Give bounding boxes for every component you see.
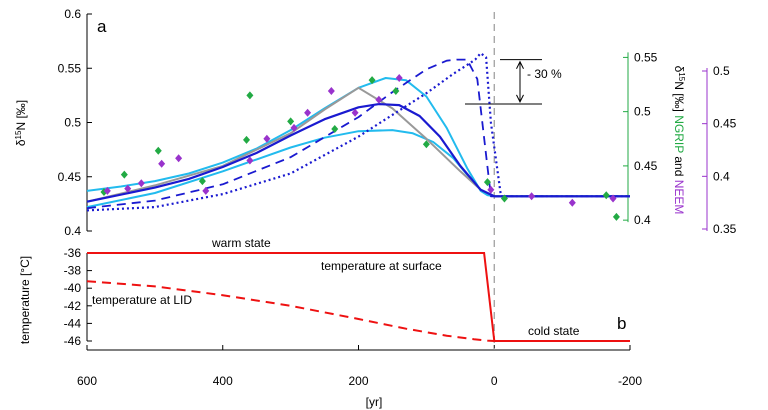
ngrip-point xyxy=(243,135,251,144)
ngrip-point xyxy=(500,194,508,203)
ngrip-point xyxy=(120,170,128,179)
ngrip-point xyxy=(602,191,610,200)
panel-a-label: a xyxy=(97,17,107,36)
x-axis-label: [yr] xyxy=(366,395,383,409)
neem-point xyxy=(263,134,271,143)
annotation-arrow-up xyxy=(516,60,524,69)
surface-temperature-label: temperature at surface xyxy=(321,259,442,273)
x-tick-label: -200 xyxy=(618,374,642,388)
ngrip-point xyxy=(483,178,491,187)
lid-temperature-label: temperature at LID xyxy=(92,293,192,307)
warm-state-label: warm state xyxy=(211,236,271,250)
neem-point xyxy=(351,108,359,117)
annotation-arrow-down xyxy=(516,94,524,104)
panel-a-series-line-4 xyxy=(86,103,630,203)
axes-group: 0.4 0.45 0.5 0.55 0.6 δ15N [‰] -36 -38 -40 -42 -44… xyxy=(14,7,737,388)
neem-y-tick-label: 0.4 xyxy=(713,169,730,183)
neem-y-tick-label: 0.5 xyxy=(713,64,730,78)
panel-a-series-line-1 xyxy=(86,77,630,198)
neem-point xyxy=(395,74,403,83)
ngrip-point xyxy=(287,117,295,126)
panel-a-y-tick-label: 0.6 xyxy=(64,7,81,21)
ngrip-point xyxy=(392,87,400,96)
labels-group: a b [yr] - 30 % xyxy=(97,17,626,409)
neem-point xyxy=(487,185,495,194)
neem-point xyxy=(609,194,617,203)
neem-point xyxy=(137,179,145,188)
panel-b-y-tick-label: -36 xyxy=(64,246,82,260)
ngrip-point xyxy=(198,177,206,186)
right-y-axis-label: δ15N [‰] NGRIP and NEEM xyxy=(672,66,687,215)
neem-point xyxy=(175,154,183,163)
panel-b-series: warm state temperature at surface temperat… xyxy=(86,236,630,342)
panel-a-y-tick-label: 0.55 xyxy=(58,61,82,75)
neem-y-tick-label: 0.35 xyxy=(713,222,737,236)
x-tick-label: 200 xyxy=(348,374,368,388)
neem-point xyxy=(375,95,383,104)
neem-point xyxy=(158,159,166,168)
data-points xyxy=(100,74,620,221)
neem-point xyxy=(528,192,536,201)
ngrip-y-tick-label: 0.55 xyxy=(634,50,658,64)
neem-point xyxy=(124,184,132,193)
neem-point xyxy=(568,198,576,207)
panel-b-y-tick-label: -42 xyxy=(64,299,82,313)
panel-b-y-tick-label: -40 xyxy=(64,281,82,295)
panel-a-series-line-5 xyxy=(86,58,630,210)
ngrip-point xyxy=(422,140,430,149)
ngrip-point xyxy=(612,212,620,221)
ngrip-point xyxy=(368,76,376,85)
ngrip-y-tick-label: 0.45 xyxy=(634,159,658,173)
neem-point xyxy=(202,186,210,195)
x-tick-label: 600 xyxy=(77,374,97,388)
neem-point xyxy=(103,186,111,195)
ngrip-point xyxy=(154,146,162,155)
neem-point xyxy=(246,156,254,165)
panel-b-label: b xyxy=(617,314,626,333)
panel-b-y-tick-label: -38 xyxy=(64,264,82,278)
panel-a-y-tick-label: 0.5 xyxy=(64,116,81,130)
panel-a-y-axis-label: δ15N [‰] xyxy=(14,100,29,146)
ngrip-y-tick-label: 0.5 xyxy=(634,105,651,119)
ngrip-point xyxy=(246,91,254,100)
x-tick-label: 0 xyxy=(491,374,498,388)
panel-a-series xyxy=(86,52,630,212)
x-tick-label: 400 xyxy=(213,374,233,388)
panel-b-y-axis-label: temperature [°C] xyxy=(18,256,32,344)
panel-a-y-tick-label: 0.4 xyxy=(64,224,81,238)
annotation-30-percent: - 30 % xyxy=(527,67,562,81)
ngrip-point xyxy=(331,125,339,134)
panel-a-series-line-6 xyxy=(86,52,630,212)
lid-temperature-line xyxy=(86,280,495,342)
neem-y-tick-label: 0.45 xyxy=(713,117,737,131)
neem-point xyxy=(290,123,298,132)
ngrip-y-tick-label: 0.4 xyxy=(634,213,651,227)
surface-temperature-line xyxy=(87,252,630,342)
neem-point xyxy=(327,87,335,96)
panel-a-y-tick-label: 0.45 xyxy=(58,170,82,184)
panel-b-y-tick-label: -46 xyxy=(64,334,82,348)
panel-b-y-tick-label: -44 xyxy=(64,316,82,330)
neem-point xyxy=(304,108,312,117)
cold-state-label: cold state xyxy=(528,324,580,338)
